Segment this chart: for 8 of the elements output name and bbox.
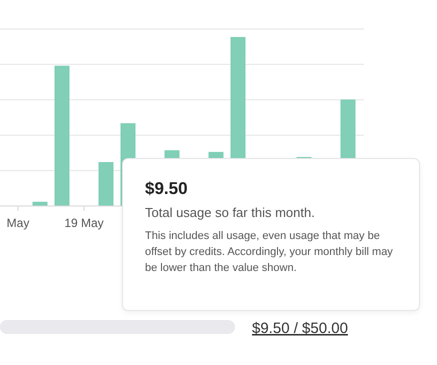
bar	[54, 66, 70, 206]
x-tick-label: 19 May	[64, 216, 104, 230]
bar	[98, 162, 114, 206]
annotation: $9.50	[145, 179, 189, 199]
x-tick-label: May	[6, 216, 30, 230]
annotation: Total usage so far this month.	[145, 205, 316, 220]
text: $9.50 / $50.00	[252, 320, 348, 337]
text: This includes all usage, even usage that may be offset by credits. Accordingly, your monthly bill may be lower than the value shown.	[145, 229, 394, 276]
